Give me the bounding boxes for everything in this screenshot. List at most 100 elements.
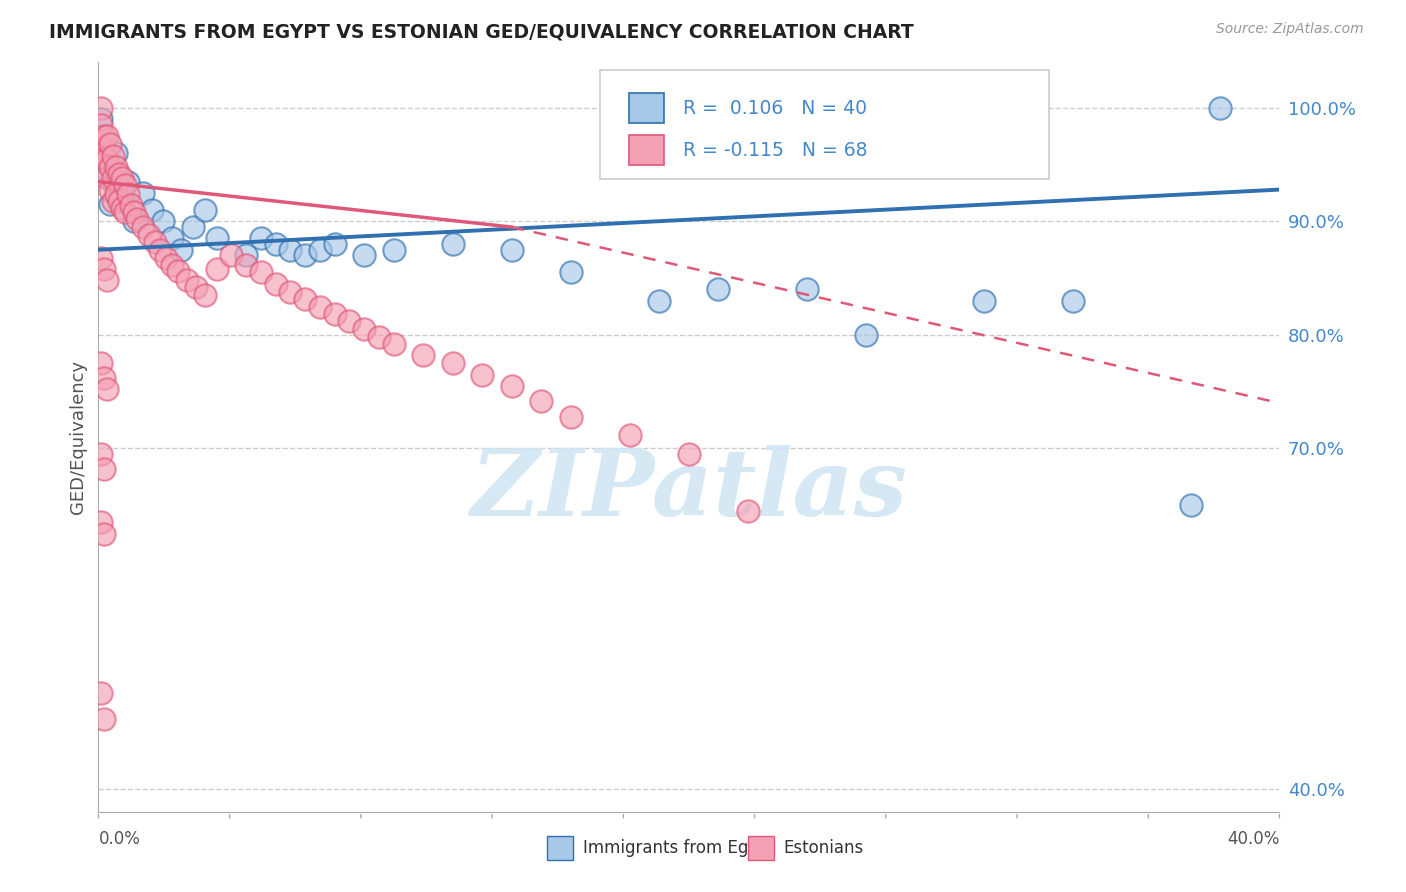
Point: [176, 273, 198, 287]
Point: [120, 198, 142, 212]
Point: [280, 243, 302, 257]
Point: [441, 356, 464, 370]
Text: 0.0%: 0.0%: [98, 830, 141, 848]
Point: [1062, 293, 1084, 308]
Point: [98, 197, 121, 211]
Text: R =  0.106   N = 40: R = 0.106 N = 40: [683, 99, 868, 118]
Point: [250, 265, 273, 279]
Point: [96, 152, 118, 166]
Point: [1209, 101, 1232, 115]
Point: [353, 248, 375, 262]
Point: [250, 231, 273, 245]
Point: [162, 231, 183, 245]
Point: [90, 356, 112, 370]
Point: [973, 293, 995, 308]
Point: [155, 251, 177, 265]
Point: [141, 202, 163, 217]
Point: [264, 277, 287, 291]
Point: [98, 183, 121, 197]
Point: [90, 118, 112, 132]
Point: [103, 175, 125, 189]
Point: [105, 187, 128, 202]
Text: Immigrants from Egypt: Immigrants from Egypt: [582, 838, 775, 856]
Point: [93, 712, 115, 726]
Point: [98, 137, 121, 152]
Point: [382, 337, 405, 351]
Point: [93, 371, 115, 385]
Point: [103, 148, 125, 162]
Point: [441, 237, 464, 252]
Point: [530, 393, 553, 408]
Point: [90, 515, 112, 529]
Point: [167, 264, 190, 278]
Point: [619, 427, 641, 442]
Point: [96, 273, 118, 287]
Point: [125, 212, 148, 227]
Y-axis label: GED/Equivalency: GED/Equivalency: [69, 360, 87, 514]
Point: [309, 300, 332, 314]
Point: [90, 101, 112, 115]
Point: [111, 192, 134, 206]
Point: [111, 171, 134, 186]
Point: [114, 178, 136, 192]
Point: [737, 504, 759, 518]
Text: 40.0%: 40.0%: [1227, 830, 1279, 848]
Point: [170, 243, 193, 257]
Point: [90, 112, 112, 127]
Point: [501, 243, 523, 257]
Point: [194, 288, 217, 302]
Point: [560, 409, 582, 424]
Point: [117, 175, 139, 189]
Point: [111, 201, 134, 215]
Point: [93, 152, 115, 166]
Point: [96, 171, 118, 186]
Text: R = -0.115   N = 68: R = -0.115 N = 68: [683, 141, 868, 160]
Bar: [628, 136, 664, 166]
Point: [90, 685, 112, 699]
Point: [152, 214, 174, 228]
Text: ZIPatlas: ZIPatlas: [471, 444, 907, 534]
Point: [184, 280, 207, 294]
Point: [122, 214, 145, 228]
Point: [93, 146, 115, 161]
Point: [796, 283, 818, 297]
Point: [181, 220, 204, 235]
Point: [105, 160, 128, 174]
Bar: [748, 836, 773, 860]
Point: [149, 243, 172, 257]
Point: [117, 187, 139, 202]
Point: [103, 194, 125, 208]
Point: [235, 258, 257, 272]
Point: [98, 160, 121, 174]
Point: [1180, 498, 1202, 512]
Point: [122, 205, 145, 219]
Point: [93, 526, 115, 541]
Point: [471, 368, 494, 382]
Point: [96, 383, 118, 397]
Point: [205, 231, 228, 245]
Point: [96, 129, 118, 144]
Point: [108, 167, 131, 181]
Point: [560, 265, 582, 279]
Point: [280, 285, 302, 299]
Point: [90, 251, 112, 265]
Point: [309, 243, 332, 257]
Text: IMMIGRANTS FROM EGYPT VS ESTONIAN GED/EQUIVALENCY CORRELATION CHART: IMMIGRANTS FROM EGYPT VS ESTONIAN GED/EQ…: [49, 22, 914, 41]
Point: [93, 140, 115, 154]
Point: [648, 293, 671, 308]
Point: [678, 447, 700, 461]
Point: [93, 129, 115, 144]
Point: [105, 146, 128, 161]
Point: [132, 186, 155, 200]
Text: Source: ZipAtlas.com: Source: ZipAtlas.com: [1216, 22, 1364, 37]
Point: [132, 220, 155, 235]
Point: [205, 262, 228, 277]
Point: [90, 447, 112, 461]
Bar: [628, 94, 664, 123]
Point: [412, 348, 434, 362]
Point: [108, 194, 131, 208]
Point: [221, 248, 243, 262]
Point: [93, 462, 115, 476]
Point: [382, 243, 405, 257]
FancyBboxPatch shape: [600, 70, 1049, 178]
